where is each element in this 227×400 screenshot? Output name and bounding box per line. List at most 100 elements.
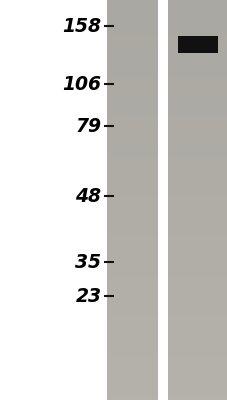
- Bar: [167, 140, 227, 143]
- Bar: [167, 143, 227, 147]
- Bar: [167, 387, 227, 390]
- Bar: [107, 290, 158, 293]
- Bar: [107, 317, 158, 320]
- Bar: [107, 90, 158, 93]
- Bar: [107, 380, 158, 383]
- Text: 35: 35: [75, 252, 101, 272]
- Text: 23: 23: [75, 286, 101, 306]
- Bar: [167, 333, 227, 337]
- Bar: [167, 390, 227, 393]
- Bar: [167, 297, 227, 300]
- Bar: [167, 327, 227, 330]
- Bar: [167, 123, 227, 127]
- Bar: [167, 370, 227, 373]
- Bar: [167, 377, 227, 380]
- Bar: [167, 70, 227, 73]
- Bar: [167, 203, 227, 207]
- Bar: [107, 113, 158, 117]
- Bar: [167, 117, 227, 120]
- Text: 158: 158: [62, 16, 101, 36]
- Bar: [167, 210, 227, 213]
- Bar: [107, 173, 158, 177]
- Bar: [167, 103, 227, 107]
- Bar: [167, 270, 227, 273]
- Bar: [107, 340, 158, 343]
- Bar: [167, 200, 227, 203]
- Bar: [107, 123, 158, 127]
- Bar: [107, 47, 158, 50]
- Bar: [167, 183, 227, 187]
- Bar: [167, 290, 227, 293]
- Bar: [167, 53, 227, 57]
- Bar: [167, 293, 227, 297]
- Text: 48: 48: [75, 186, 101, 206]
- Bar: [167, 317, 227, 320]
- Bar: [167, 57, 227, 60]
- Bar: [107, 310, 158, 313]
- Bar: [107, 100, 158, 103]
- Bar: [107, 303, 158, 307]
- Bar: [107, 260, 158, 263]
- Bar: [167, 307, 227, 310]
- Bar: [167, 223, 227, 227]
- Bar: [107, 77, 158, 80]
- Bar: [167, 147, 227, 150]
- Bar: [167, 177, 227, 180]
- Bar: [107, 333, 158, 337]
- Bar: [167, 160, 227, 163]
- Bar: [167, 353, 227, 357]
- Bar: [167, 360, 227, 363]
- Bar: [107, 160, 158, 163]
- Bar: [107, 243, 158, 247]
- Bar: [107, 60, 158, 63]
- Bar: [167, 83, 227, 87]
- Bar: [107, 40, 158, 43]
- Bar: [107, 183, 158, 187]
- Bar: [107, 157, 158, 160]
- Bar: [167, 37, 227, 40]
- Bar: [107, 300, 158, 303]
- Bar: [167, 340, 227, 343]
- Bar: [107, 353, 158, 357]
- Bar: [107, 387, 158, 390]
- Bar: [107, 27, 158, 30]
- Bar: [107, 240, 158, 243]
- Bar: [167, 273, 227, 277]
- Bar: [167, 253, 227, 257]
- Bar: [167, 113, 227, 117]
- Bar: [107, 203, 158, 207]
- Bar: [167, 180, 227, 183]
- Bar: [107, 363, 158, 367]
- Bar: [107, 37, 158, 40]
- Bar: [167, 323, 227, 327]
- Bar: [167, 337, 227, 340]
- Bar: [107, 373, 158, 377]
- Bar: [167, 67, 227, 70]
- Bar: [167, 190, 227, 193]
- Bar: [107, 83, 158, 87]
- Bar: [107, 120, 158, 123]
- Bar: [107, 253, 158, 257]
- Bar: [167, 250, 227, 253]
- Bar: [107, 170, 158, 173]
- Bar: [107, 213, 158, 217]
- Bar: [107, 97, 158, 100]
- Bar: [167, 17, 227, 20]
- Bar: [167, 367, 227, 370]
- Bar: [167, 287, 227, 290]
- Bar: [167, 227, 227, 230]
- Bar: [167, 207, 227, 210]
- Bar: [107, 350, 158, 353]
- Bar: [167, 153, 227, 157]
- Bar: [167, 373, 227, 377]
- Bar: [167, 280, 227, 283]
- Bar: [167, 277, 227, 280]
- Bar: [167, 220, 227, 223]
- Bar: [107, 227, 158, 230]
- Bar: [107, 73, 158, 77]
- Bar: [107, 177, 158, 180]
- Bar: [167, 363, 227, 367]
- Bar: [107, 273, 158, 277]
- Bar: [167, 73, 227, 77]
- Bar: [167, 63, 227, 67]
